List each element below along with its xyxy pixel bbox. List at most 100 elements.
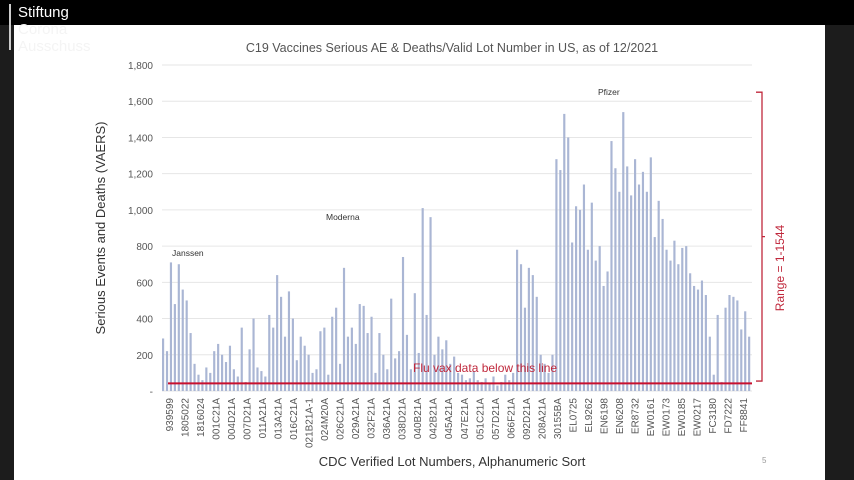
bar — [350, 327, 353, 391]
bar — [189, 333, 192, 391]
y-axis-label: Serious Events and Deaths (VAERS) — [93, 122, 108, 335]
bar — [634, 159, 637, 391]
x-tick-label: 016C21A — [289, 398, 300, 440]
bar — [716, 314, 719, 391]
bar — [508, 380, 511, 391]
bar — [551, 354, 554, 391]
video-frame-top — [0, 0, 854, 25]
range-bracket — [756, 91, 765, 382]
bar — [724, 307, 727, 391]
bar — [390, 298, 393, 391]
annotation-moderna: Moderna — [326, 212, 360, 222]
bar — [358, 304, 361, 391]
bar — [653, 237, 656, 391]
bar — [590, 202, 593, 391]
annotation-janssen: Janssen — [172, 248, 204, 258]
bar — [437, 336, 440, 391]
bar — [162, 338, 165, 391]
bar — [201, 380, 204, 391]
bar — [563, 113, 566, 392]
bar — [224, 362, 228, 391]
bar — [586, 249, 589, 391]
bar — [413, 293, 416, 391]
bar — [209, 372, 212, 391]
bar — [744, 311, 747, 391]
bar — [523, 307, 527, 391]
x-tick-label: 007D21A — [242, 398, 253, 440]
bar — [256, 367, 259, 391]
bar — [165, 351, 169, 391]
bar — [535, 296, 538, 391]
bar — [354, 343, 357, 391]
x-tick-label: 057D21A — [491, 398, 502, 440]
bar — [272, 327, 275, 391]
bar — [622, 112, 625, 391]
bar — [512, 372, 515, 391]
bar — [303, 345, 306, 391]
bar — [567, 137, 570, 391]
y-tick-label: - — [150, 387, 153, 398]
bar — [732, 296, 735, 391]
bar — [248, 349, 251, 391]
bar — [606, 271, 609, 391]
x-tick-label: 092D21A — [522, 398, 533, 440]
bar — [185, 300, 188, 391]
x-tick-label: FF8841 — [739, 398, 750, 433]
logo: Stiftung Corona Ausschuss — [18, 4, 91, 55]
x-tick-label: EW0161 — [646, 398, 657, 437]
bar — [291, 318, 294, 391]
y-tick-label: 400 — [136, 315, 153, 326]
bar — [500, 381, 503, 391]
bar — [342, 267, 346, 391]
bar — [394, 358, 397, 391]
bar — [221, 354, 224, 391]
logo-bar — [9, 4, 11, 50]
bar — [421, 208, 424, 391]
bar — [401, 256, 405, 391]
bar — [539, 354, 542, 391]
bar — [429, 217, 432, 391]
bar — [323, 327, 326, 391]
x-tick-label: 011A21A — [258, 398, 269, 439]
bar — [370, 316, 373, 391]
y-tick-label: 1,000 — [128, 206, 153, 217]
bar — [720, 381, 723, 391]
x-tick-label: 1805022 — [180, 398, 191, 437]
bar — [618, 191, 621, 391]
bar — [582, 184, 586, 391]
bar — [602, 285, 605, 391]
bar — [405, 334, 409, 391]
x-tick-label: 066F21A — [506, 398, 517, 439]
bar — [362, 305, 365, 391]
bar — [181, 289, 184, 391]
x-tick-label: 30155BA — [553, 398, 564, 439]
bar — [449, 363, 452, 391]
bar — [240, 327, 243, 391]
bar — [696, 289, 700, 391]
x-tick-label: 045A21A — [444, 398, 455, 439]
bar — [169, 262, 173, 391]
bar — [228, 345, 232, 391]
x-tick-label: 051C21A — [475, 398, 486, 440]
x-tick-label: 1816024 — [196, 398, 207, 437]
x-tick-label: 040B21A — [413, 398, 424, 439]
x-tick-label: EL0725 — [568, 398, 579, 433]
y-tick-label: 1,800 — [128, 61, 153, 72]
bar — [244, 381, 247, 391]
y-tick-label: 200 — [136, 351, 153, 362]
bar — [311, 372, 314, 391]
chart-title: C19 Vaccines Serious AE & Deaths/Valid L… — [246, 41, 658, 55]
bar — [346, 336, 350, 391]
bar — [287, 291, 291, 391]
bar — [649, 157, 652, 391]
bar — [205, 367, 208, 391]
x-tick-label: 208A21A — [537, 398, 548, 439]
bar — [681, 247, 684, 391]
bar — [457, 372, 460, 391]
logo-line1: Stiftung — [18, 4, 69, 21]
range-label: Range = 1-1544 — [773, 224, 787, 311]
bar — [519, 264, 523, 391]
y-tick-label: 1,200 — [128, 170, 153, 181]
bar — [637, 184, 641, 391]
bar — [468, 378, 471, 391]
